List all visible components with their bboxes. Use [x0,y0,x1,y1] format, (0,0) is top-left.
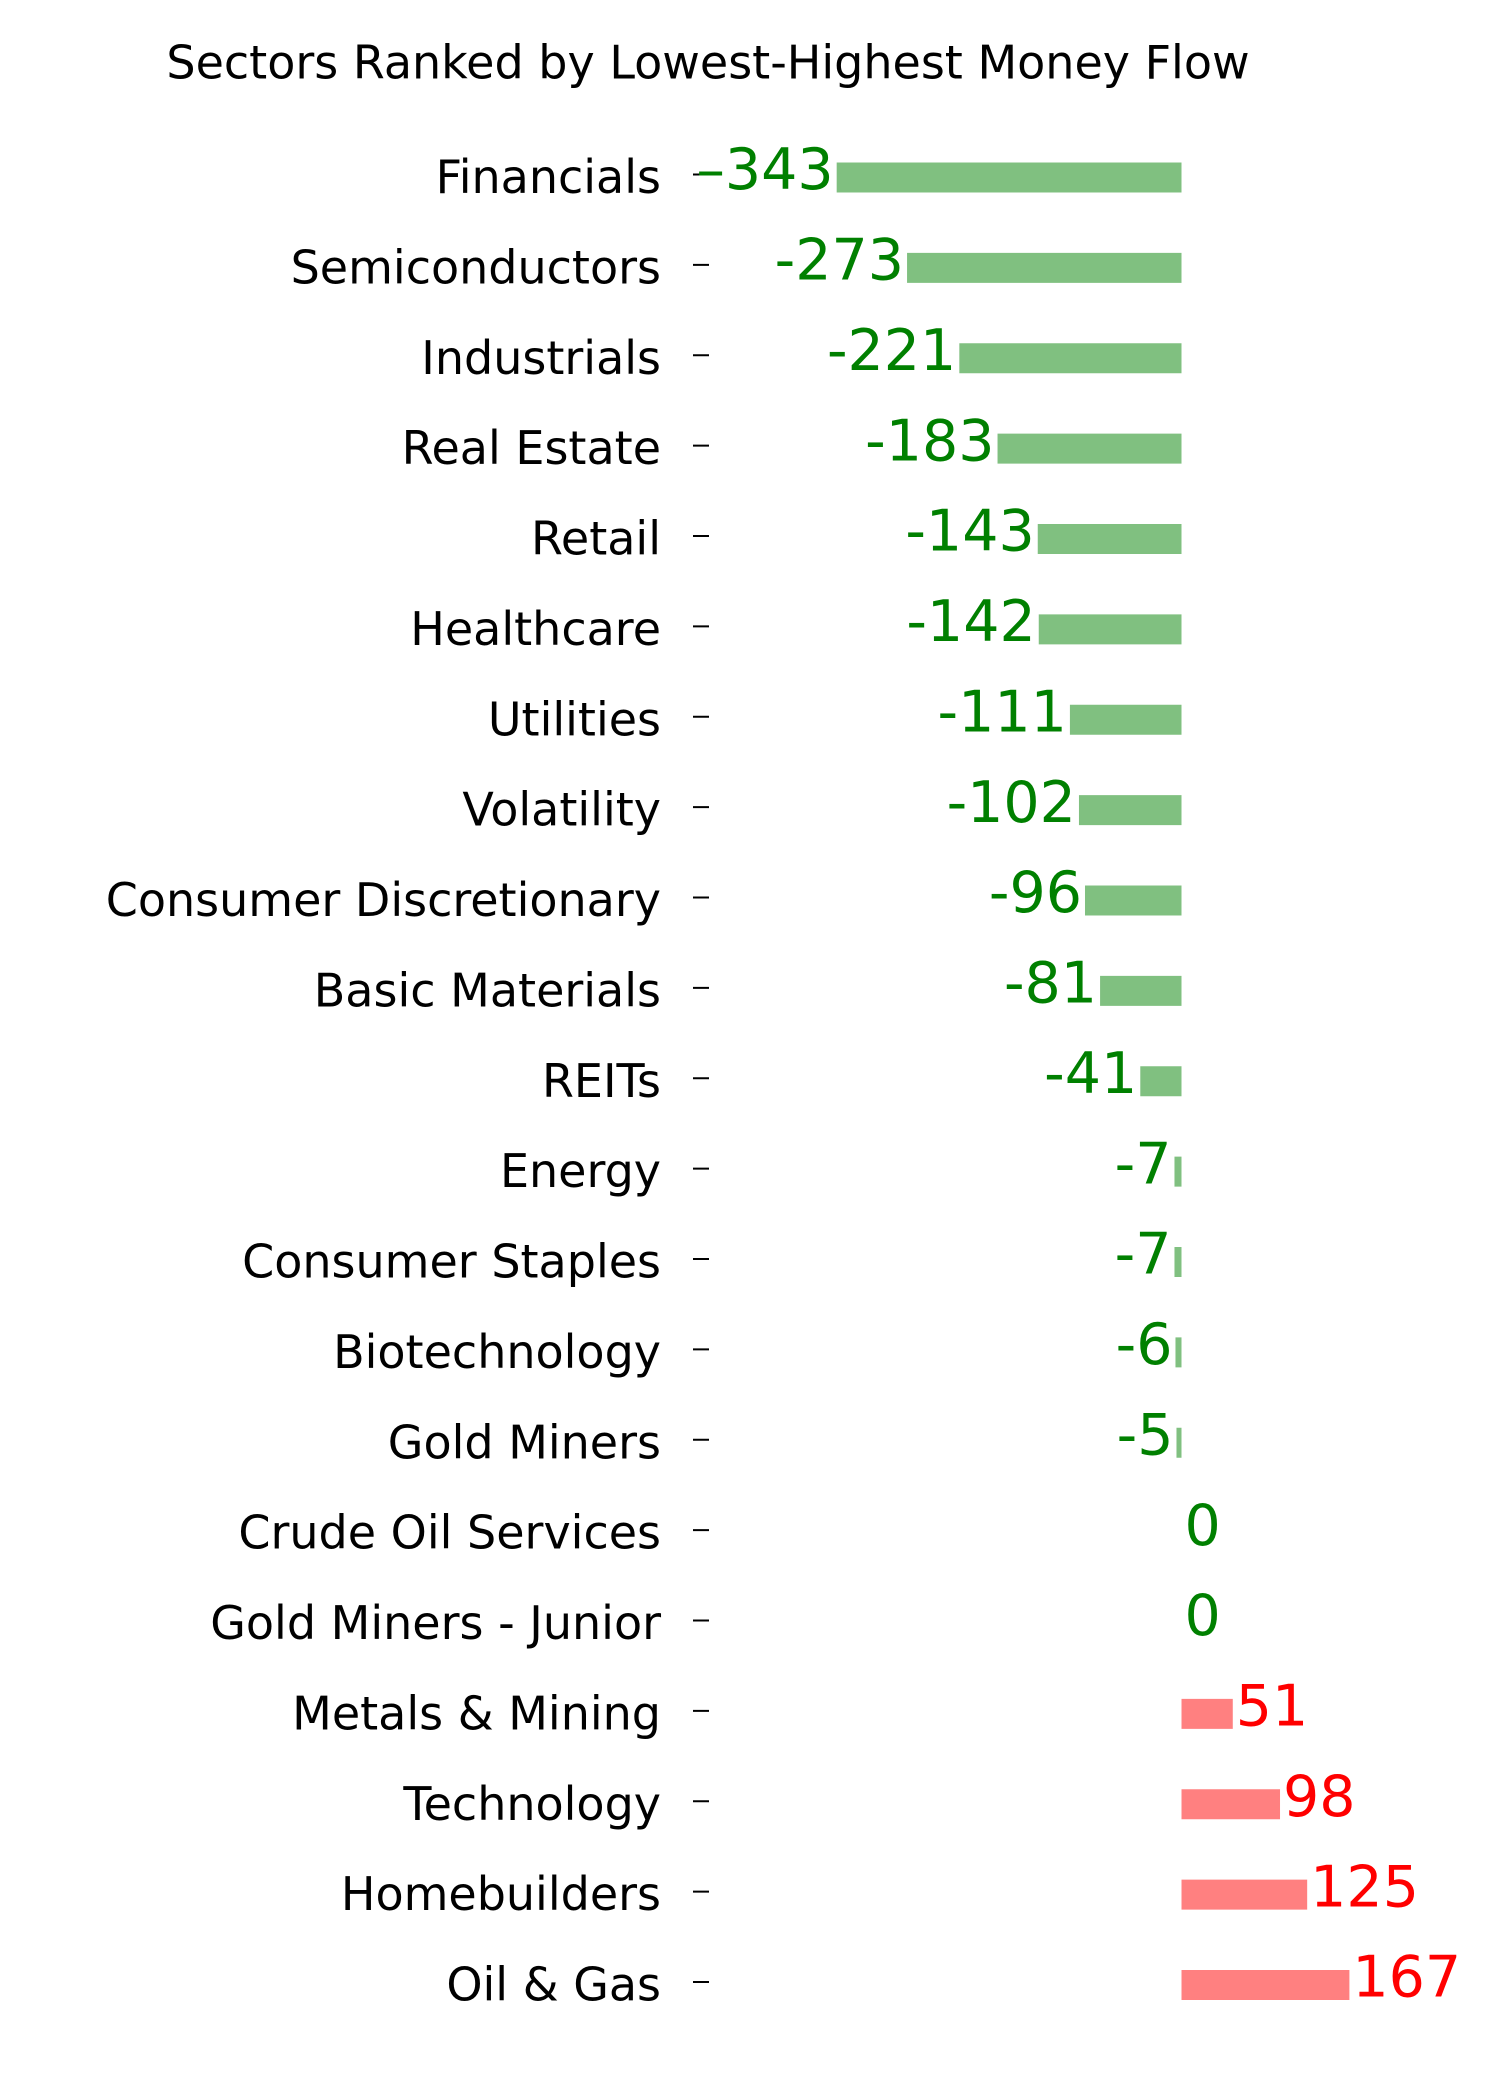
bar [997,433,1182,464]
y-tick-label: Energy [500,1144,661,1198]
y-tick-label: Gold Miners [388,1415,661,1469]
bar [907,252,1182,283]
bar [1181,1698,1233,1729]
y-tick-label: Retail [531,512,661,566]
y-tick-label: Industrials [421,331,661,385]
value-label: 98 [1283,1764,1356,1830]
y-tick-label: Crude Oil Services [238,1506,661,1560]
value-label: 0 [1185,1493,1221,1559]
y-tick-label: Utilities [488,692,661,746]
bar [1100,975,1182,1006]
bar [1174,1247,1182,1277]
y-tick-label: Basic Materials [314,963,661,1017]
value-label: -273 [775,228,904,294]
y-tick-label: REITs [542,1054,661,1108]
y-tick-label: Consumer Staples [242,1235,661,1289]
y-tick-label: Biotechnology [333,1325,661,1379]
value-label: -102 [947,770,1076,836]
bar [1174,1156,1182,1187]
bar [1084,885,1182,916]
value-label: -183 [865,408,994,474]
bar [1181,1789,1281,1820]
chart-title: Sectors Ranked by Lowest-Highest Money F… [166,36,1249,90]
bar [1140,1066,1182,1097]
value-label: -221 [827,318,956,384]
y-tick-label: Technology [402,1777,661,1831]
bar [959,343,1182,374]
value-label: -142 [906,589,1035,655]
bar [1078,795,1182,826]
bar [1181,1879,1308,1910]
bar [1175,1337,1182,1368]
bar [1037,524,1182,554]
value-label: –343 [696,137,833,203]
value-label: -111 [938,679,1067,745]
y-tick-label: Healthcare [410,602,661,656]
bar [1176,1427,1182,1458]
value-label: -143 [905,499,1034,565]
value-label: -6 [1116,1312,1173,1378]
y-tick-label: Financials [436,150,661,204]
bar [836,162,1182,193]
y-tick-label: Oil & Gas [446,1958,661,2012]
y-tick-label: Gold Miners - Junior [210,1596,661,1650]
value-label: -81 [1004,951,1097,1017]
y-tick-label: Volatility [462,783,661,837]
bar [1181,1970,1350,2000]
value-label: -5 [1117,1402,1174,1468]
value-label: 167 [1352,1945,1461,2011]
y-tick-label: Consumer Discretionary [106,873,661,927]
y-tick-label: Metals & Mining [292,1686,661,1740]
value-label: 125 [1310,1854,1419,1920]
y-tick-label: Real Estate [402,421,661,475]
y-tick-label: Homebuilders [341,1867,661,1921]
value-label: -41 [1044,1041,1137,1107]
y-tick-label: Semiconductors [291,240,661,294]
value-label: -7 [1115,1222,1172,1288]
bar [1038,614,1182,645]
value-label: -7 [1115,1131,1172,1197]
value-label: 51 [1236,1674,1309,1740]
bar [1069,704,1182,735]
value-label: -96 [989,860,1082,926]
value-label: 0 [1185,1583,1221,1649]
